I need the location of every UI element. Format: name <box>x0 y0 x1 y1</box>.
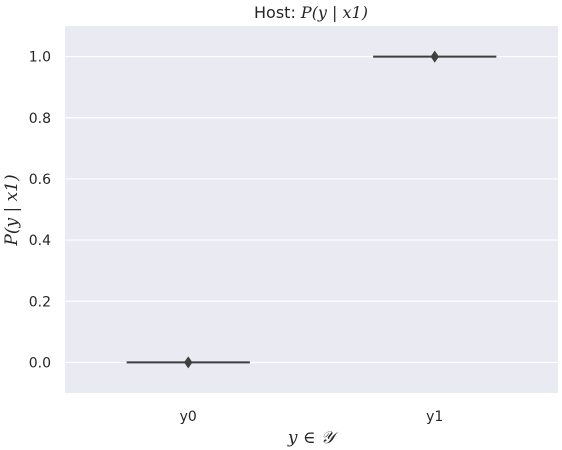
chart-title: Host: P(y | x1) <box>254 3 368 22</box>
y-axis-label: P(y | x1) <box>2 174 22 246</box>
y-tick-label: 0.8 <box>29 111 51 127</box>
x-tick-label: y0 <box>180 409 197 425</box>
x-axis-label: y ∈ 𝒴 <box>287 428 339 448</box>
outlier-marker <box>430 50 439 63</box>
y-tick-label: 0.4 <box>29 233 51 249</box>
y-tick-label: 1.0 <box>29 50 51 66</box>
chart-title-prefix: Host: <box>254 3 301 22</box>
outlier-marker <box>184 356 193 369</box>
y-tick-label: 0.6 <box>29 172 51 188</box>
y-tick-label: 0.2 <box>29 294 51 310</box>
chart-title-math: P(y | x1) <box>300 3 368 22</box>
box-marks <box>126 50 497 369</box>
y-tick-label: 0.0 <box>29 355 51 371</box>
y-tick-labels: 0.0 0.2 0.4 0.6 0.8 1.0 <box>29 50 51 372</box>
grid-lines <box>65 55 558 364</box>
x-tick-label: y1 <box>426 409 443 425</box>
plot-background <box>65 26 558 393</box>
x-tick-labels: y0 y1 <box>180 409 444 425</box>
